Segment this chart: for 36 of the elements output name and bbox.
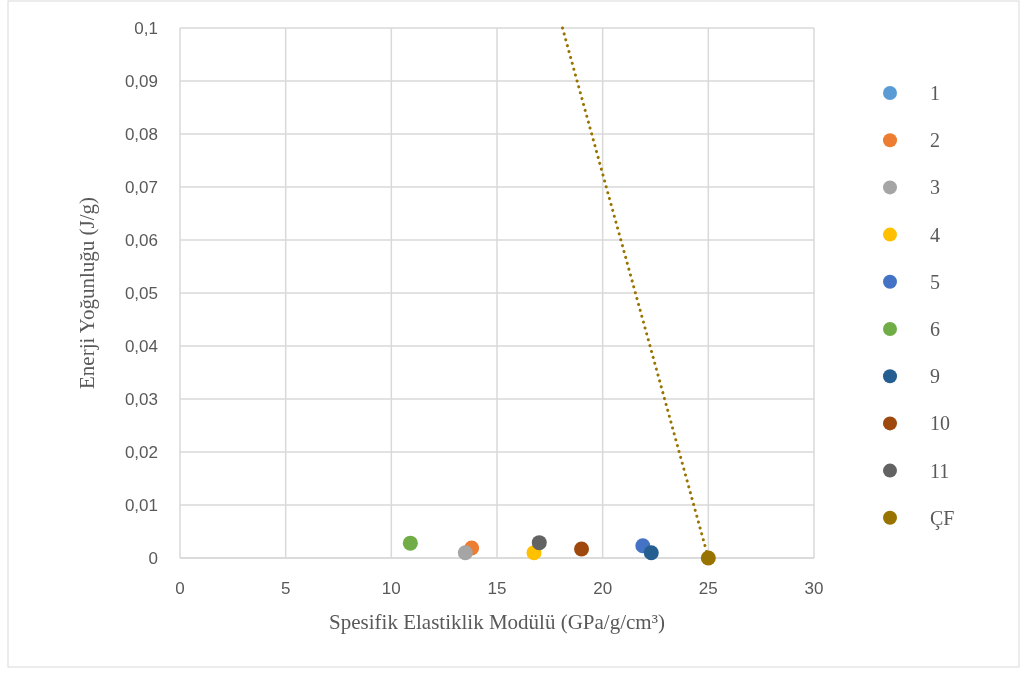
y-tick-label: 0,01 bbox=[124, 496, 158, 515]
legend-label: 10 bbox=[930, 412, 950, 435]
y-tick-label: 0,04 bbox=[124, 337, 158, 356]
legend-label: 1 bbox=[930, 82, 940, 104]
y-tick-label: 0,1 bbox=[134, 19, 158, 38]
y-tick-label: 0,08 bbox=[124, 125, 158, 144]
legend-label: ÇF bbox=[930, 506, 955, 530]
legend-label: 5 bbox=[930, 270, 940, 293]
y-tick-label: 0 bbox=[148, 549, 158, 568]
y-tick-label: 0,02 bbox=[124, 443, 158, 462]
point bbox=[574, 541, 590, 557]
point bbox=[531, 535, 547, 551]
point bbox=[457, 545, 473, 561]
y-axis-title: Enerji Yoğunluğu (J/g) bbox=[75, 197, 99, 389]
legend-label: 2 bbox=[930, 129, 940, 152]
legend-label: 3 bbox=[930, 176, 940, 199]
x-tick-label: 10 bbox=[381, 579, 401, 598]
y-tick-label: 0,06 bbox=[124, 231, 158, 250]
y-tick-label: 0,07 bbox=[124, 178, 158, 197]
x-tick-label: 0 bbox=[175, 579, 185, 598]
y-tick-label: 0,09 bbox=[124, 72, 158, 91]
x-tick-label: 15 bbox=[487, 579, 507, 598]
point bbox=[643, 545, 659, 561]
x-axis-title: Spesifik Elastiklik Modülü (GPa/g/cm³) bbox=[329, 610, 665, 634]
x-tick-label: 30 bbox=[804, 579, 824, 598]
x-tick-label: 5 bbox=[280, 579, 291, 598]
legend-label: 11 bbox=[930, 459, 950, 482]
x-tick-label: 25 bbox=[698, 579, 718, 598]
y-tick-label: 0,05 bbox=[124, 284, 158, 303]
legend-label: 6 bbox=[930, 318, 940, 340]
legend-label: 9 bbox=[930, 365, 940, 388]
legend-label: 4 bbox=[930, 223, 940, 246]
point bbox=[700, 550, 716, 566]
point bbox=[402, 535, 418, 551]
y-tick-label: 0,03 bbox=[124, 390, 158, 409]
x-tick-label: 20 bbox=[593, 579, 613, 598]
